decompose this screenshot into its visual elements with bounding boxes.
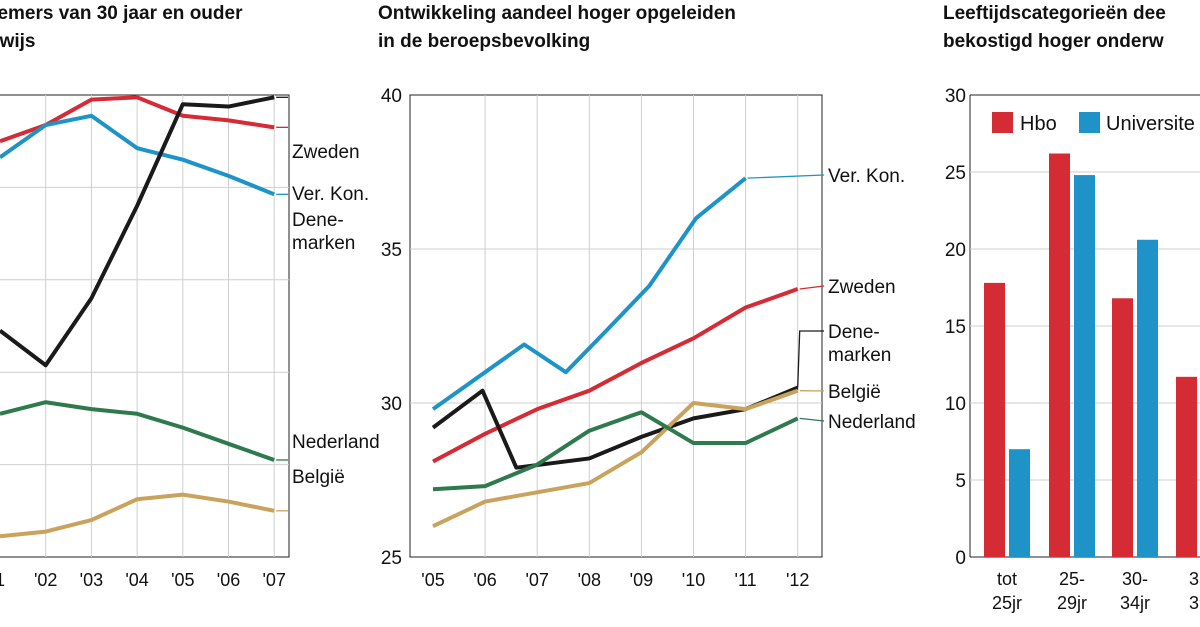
middle-series-label: marken	[828, 345, 891, 366]
middle-series-label: Dene-	[828, 322, 880, 343]
left-series-label: Dene-	[292, 210, 344, 231]
middle-x-tick-label: '05	[421, 570, 444, 590]
middle-label-leader	[797, 330, 824, 388]
right-y-tick-label: 10	[945, 394, 966, 415]
left-x-tick-label: '06	[217, 570, 240, 590]
right-y-tick-label: 5	[955, 471, 966, 492]
right-x-tick-label: tot	[997, 569, 1017, 589]
left-chart-title-line1: elnemers van 30 jaar en ouder	[0, 3, 243, 24]
left-series-line-denemarken	[0, 95, 275, 368]
middle-series-label: België	[828, 382, 881, 403]
right-chart-title-line1: Leeftijdscategorieën dee	[943, 3, 1166, 24]
middle-x-tick-label: '12	[786, 570, 809, 590]
right-x-tick-label: 30-	[1122, 569, 1148, 589]
middle-x-tick-label: '06	[473, 570, 496, 590]
right-bar-hbo	[1049, 153, 1070, 557]
right-x-tick-label: 34jr	[1120, 593, 1150, 613]
middle-series-line-denemarken	[431, 385, 799, 470]
middle-series-line-zweden	[432, 287, 799, 464]
middle-x-tick-label: '08	[578, 570, 601, 590]
left-series-label: België	[292, 467, 345, 488]
right-y-tick-label: 0	[955, 548, 966, 569]
legend-swatch-hbo	[992, 112, 1013, 133]
middle-x-tick-label: '07	[525, 570, 548, 590]
right-bar-universite	[1074, 175, 1095, 557]
left-plot-frame	[0, 94, 290, 558]
middle-y-tick-label: 40	[381, 86, 402, 107]
right-bar-universite	[1009, 449, 1030, 557]
right-bar-universite	[1137, 239, 1158, 557]
middle-series-line-belgi	[432, 388, 799, 529]
middle-x-tick-label: '11	[735, 570, 757, 590]
left-series-label: Ver. Kon.	[292, 184, 369, 205]
right-bar-hbo	[984, 282, 1005, 557]
middle-label-leader	[747, 174, 825, 179]
middle-x-tick-label: '10	[682, 570, 705, 590]
right-x-tick-label: 35	[1189, 569, 1200, 589]
right-y-tick-label: 30	[945, 86, 966, 107]
right-bar-hbo	[1176, 376, 1197, 557]
left-series-line-verkon	[0, 113, 275, 197]
right-x-tick-label: 25jr	[992, 593, 1022, 613]
left-series-label: Nederland	[292, 432, 380, 453]
middle-series-line-nederland	[432, 410, 799, 492]
left-x-tick-label: '04	[125, 570, 148, 590]
left-series-label: Zweden	[292, 142, 360, 163]
middle-chart-title-line1: Ontwikkeling aandeel hoger opgeleiden	[378, 3, 736, 24]
legend-label-hbo: Hbo	[1020, 113, 1057, 135]
right-y-tick-label: 25	[945, 163, 966, 184]
middle-plot-frame	[409, 94, 823, 558]
middle-y-tick-label: 35	[381, 240, 402, 261]
left-x-tick-label: '02	[34, 570, 57, 590]
left-series-line-nederland	[0, 400, 275, 462]
middle-series-label: Nederland	[828, 412, 916, 433]
middle-x-tick-label: '09	[630, 570, 653, 590]
left-x-tick-label: '03	[80, 570, 103, 590]
legend-swatch-universiteit	[1079, 112, 1100, 133]
right-x-tick-label: 39	[1189, 593, 1200, 613]
left-x-tick-label: '07	[262, 570, 285, 590]
middle-y-tick-label: 30	[381, 394, 402, 415]
legend-label-universiteit: Universite	[1106, 113, 1195, 135]
right-chart-title-line2: bekostigd hoger onderw	[943, 31, 1164, 52]
middle-label-leader	[799, 285, 825, 290]
left-series-label: marken	[292, 233, 355, 254]
middle-y-tick-label: 25	[381, 548, 402, 569]
right-x-tick-label: 25-	[1059, 569, 1085, 589]
middle-label-leader	[799, 417, 825, 422]
left-series-line-belgi	[0, 492, 275, 539]
right-bar-hbo	[1112, 298, 1133, 557]
right-x-tick-label: 29jr	[1057, 593, 1087, 613]
middle-series-label: Ver. Kon.	[828, 166, 905, 187]
right-y-tick-label: 15	[945, 317, 966, 338]
left-x-tick-label: 1	[0, 570, 5, 590]
middle-series-line-verkon	[431, 176, 747, 411]
middle-series-label: Zweden	[828, 277, 896, 298]
middle-chart-title-line2: in de beroepsbevolking	[378, 31, 591, 52]
left-x-tick-label: '05	[171, 570, 194, 590]
right-y-tick-label: 20	[945, 240, 966, 261]
